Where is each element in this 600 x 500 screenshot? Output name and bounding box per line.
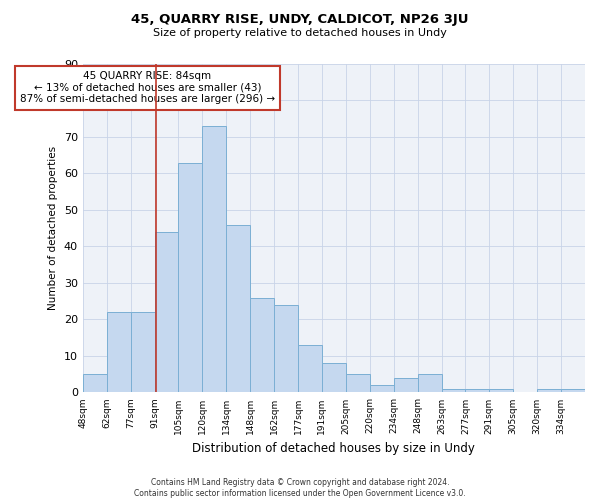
Bar: [202, 126, 226, 392]
Bar: [131, 312, 155, 392]
Text: Size of property relative to detached houses in Undy: Size of property relative to detached ho…: [153, 28, 447, 38]
Bar: [83, 374, 107, 392]
Bar: [178, 162, 202, 392]
Bar: [107, 312, 131, 392]
Text: 45, QUARRY RISE, UNDY, CALDICOT, NP26 3JU: 45, QUARRY RISE, UNDY, CALDICOT, NP26 3J…: [131, 12, 469, 26]
Bar: [537, 389, 561, 392]
X-axis label: Distribution of detached houses by size in Undy: Distribution of detached houses by size …: [193, 442, 475, 455]
Bar: [250, 298, 274, 392]
Text: Contains HM Land Registry data © Crown copyright and database right 2024.
Contai: Contains HM Land Registry data © Crown c…: [134, 478, 466, 498]
Bar: [226, 224, 250, 392]
Bar: [155, 232, 178, 392]
Bar: [394, 378, 418, 392]
Bar: [346, 374, 370, 392]
Bar: [322, 363, 346, 392]
Bar: [370, 385, 394, 392]
Bar: [418, 374, 442, 392]
Bar: [442, 389, 466, 392]
Text: 45 QUARRY RISE: 84sqm
← 13% of detached houses are smaller (43)
87% of semi-deta: 45 QUARRY RISE: 84sqm ← 13% of detached …: [20, 72, 275, 104]
Bar: [466, 389, 490, 392]
Y-axis label: Number of detached properties: Number of detached properties: [48, 146, 58, 310]
Bar: [561, 389, 585, 392]
Bar: [298, 345, 322, 393]
Bar: [490, 389, 513, 392]
Bar: [274, 305, 298, 392]
